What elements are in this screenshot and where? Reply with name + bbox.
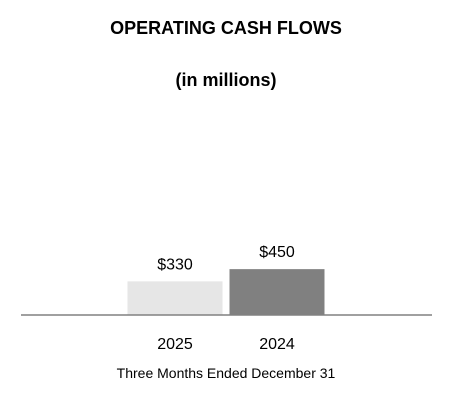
x-tick-label-2025: 2025 xyxy=(157,336,193,353)
bar-2024 xyxy=(229,269,325,315)
chart-title: OPERATING CASH FLOWS xyxy=(110,18,342,38)
bar-value-label-2025: $330 xyxy=(157,256,193,273)
bar-2025 xyxy=(127,281,223,315)
x-tick-label-2024: 2024 xyxy=(259,336,295,353)
x-axis-label: Three Months Ended December 31 xyxy=(116,365,336,381)
bar-value-label-2024: $450 xyxy=(259,244,295,261)
bar-group: $330 2025 $450 2024 xyxy=(127,244,325,353)
chart-subtitle: (in millions) xyxy=(175,70,277,90)
